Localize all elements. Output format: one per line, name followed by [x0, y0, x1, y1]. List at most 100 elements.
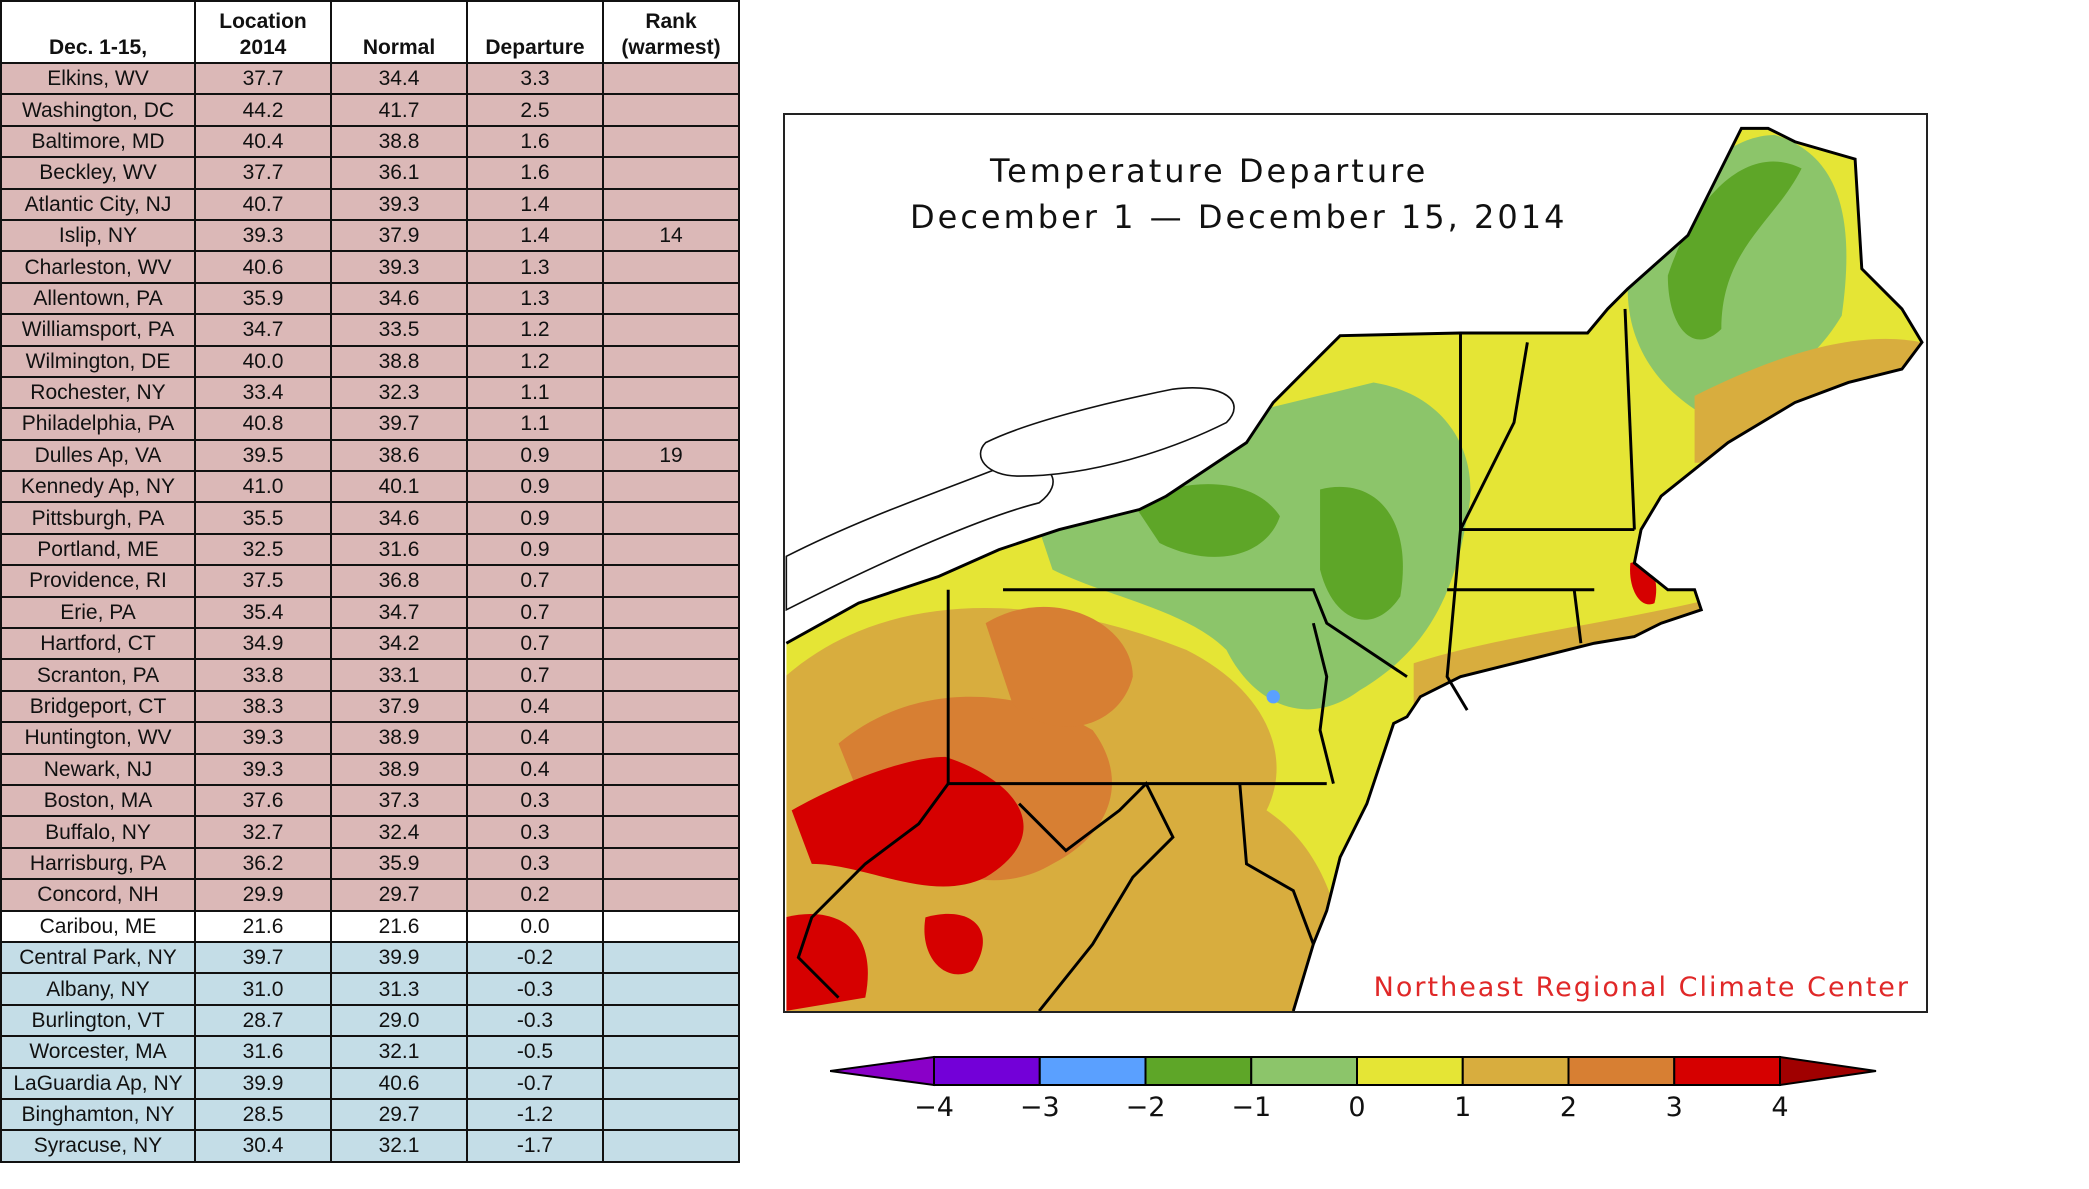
cell-location: Pittsburgh, PA [0, 501, 196, 535]
cell-location: Providence, RI [0, 564, 196, 598]
ny-pa-border [1003, 588, 1408, 678]
cell-departure: 0.9 [466, 438, 604, 473]
table-row: Portland, ME 32.5 31.6 0.9 [0, 532, 740, 567]
legend-bin [1144, 1056, 1253, 1086]
cell-location: Central Park, NY [0, 940, 196, 975]
table-row: Baltimore, MD 40.4 38.8 1.6 [0, 124, 740, 159]
column-header-line: Rank [645, 10, 697, 33]
table-row: Binghamton, NY 28.5 29.7 -1.2 [0, 1097, 740, 1132]
cell-departure: 0.7 [466, 627, 604, 661]
column-header-line: Departure [485, 36, 585, 59]
cell-location: Harrisburg, PA [0, 846, 196, 881]
cell-departure: 1.1 [466, 375, 604, 410]
cell-departure: 1.1 [466, 407, 604, 441]
cell-period: 21.6 [194, 909, 332, 943]
cell-rank [602, 689, 740, 724]
cell-period: 32.7 [194, 815, 332, 849]
cell-location: Buffalo, NY [0, 815, 196, 849]
cell-location: Islip, NY [0, 218, 196, 253]
map-drawing [785, 126, 1924, 1011]
table-row: Huntington, WV 39.3 38.9 0.4 [0, 721, 740, 755]
cell-rank [602, 124, 740, 159]
cell-normal: 38.6 [330, 438, 468, 473]
cell-departure: 0.7 [466, 658, 604, 692]
cell-location: Boston, MA [0, 783, 196, 818]
cell-period: 37.6 [194, 783, 332, 818]
cell-normal: 34.2 [330, 627, 468, 661]
cell-departure: -0.7 [466, 1066, 604, 1100]
cell-period: 36.2 [194, 846, 332, 881]
region-above-3c [924, 913, 983, 975]
cell-location: Wilmington, DE [0, 344, 196, 378]
column-header-line [333, 9, 465, 35]
map-subtitle: December 1 — December 15, 2014 [910, 198, 1568, 236]
cell-normal: 34.6 [330, 501, 468, 535]
cell-period: 39.7 [194, 940, 332, 975]
table-row: Boston, MA 37.6 37.3 0.3 [0, 783, 740, 818]
cell-departure: 1.2 [466, 313, 604, 347]
cell-normal: 38.9 [330, 752, 468, 786]
cell-normal: 37.9 [330, 689, 468, 724]
map-title: Temperature Departure [990, 152, 1429, 190]
lakes [785, 387, 1235, 612]
cell-period: 39.3 [194, 218, 332, 253]
legend-tick-label: 1 [1454, 1092, 1472, 1123]
region-below-3-spot [1266, 690, 1280, 704]
cell-period: 34.7 [194, 313, 332, 347]
cell-normal: 34.4 [330, 61, 468, 96]
temperature-departure-map: Temperature Departure December 1 — Decem… [783, 113, 1928, 1013]
cell-location: Charleston, WV [0, 250, 196, 284]
cell-rank [602, 532, 740, 567]
ny-new-england-border [1445, 332, 1469, 711]
cell-rank [602, 783, 740, 818]
cell-rank: 19 [602, 438, 740, 473]
cell-location: LaGuardia Ap, NY [0, 1066, 196, 1100]
cell-normal: 38.9 [330, 721, 468, 755]
column-header-line: 2014 [239, 36, 287, 59]
legend-tick-label: −3 [1019, 1092, 1060, 1123]
cell-rank [602, 752, 740, 786]
cell-departure: 0.4 [466, 721, 604, 755]
cell-period: 38.3 [194, 689, 332, 724]
cell-location: Huntington, WV [0, 721, 196, 755]
cell-departure: 1.4 [466, 187, 604, 221]
cell-departure: 0.0 [466, 909, 604, 943]
cell-departure: 0.7 [466, 564, 604, 598]
cell-normal: 34.6 [330, 281, 468, 316]
cell-period: 41.0 [194, 470, 332, 504]
cell-departure: 1.3 [466, 250, 604, 284]
cell-location: Worcester, MA [0, 1035, 196, 1069]
cell-location: Hartford, CT [0, 627, 196, 661]
table-row: Providence, RI 37.5 36.8 0.7 [0, 564, 740, 598]
table-row: Central Park, NY 39.7 39.9 -0.2 [0, 940, 740, 975]
table-body: Elkins, WV 37.7 34.4 3.3 Washington, DC 44.2 4… [0, 61, 740, 1163]
cell-departure: -1.7 [466, 1129, 604, 1163]
lake-ontario [979, 387, 1235, 477]
region-below-2-me [1667, 161, 1802, 340]
cell-period: 40.6 [194, 250, 332, 284]
cell-departure: 0.9 [466, 501, 604, 535]
cell-location: Elkins, WV [0, 61, 196, 96]
cell-location: Williamsport, PA [0, 313, 196, 347]
cell-departure: -0.2 [466, 940, 604, 975]
cell-location: Syracuse, NY [0, 1129, 196, 1163]
legend-bin [1673, 1056, 1781, 1086]
legend-bin [1038, 1056, 1147, 1086]
cell-rank [602, 909, 740, 943]
cell-period: 44.2 [194, 93, 332, 127]
cell-location: Concord, NH [0, 878, 196, 912]
cell-location: Burlington, VT [0, 1003, 196, 1038]
table-row: Syracuse, NY 30.4 32.1 -1.7 [0, 1129, 740, 1163]
cell-period: 40.4 [194, 124, 332, 159]
table-row: Washington, DC 44.2 41.7 2.5 [0, 93, 740, 127]
cell-location: Beckley, WV [0, 156, 196, 190]
cell-rank [602, 627, 740, 661]
region-above-3 [791, 756, 1024, 887]
cell-rank [602, 595, 740, 630]
cell-rank [602, 281, 740, 316]
legend-tick-label: 2 [1559, 1092, 1578, 1123]
cell-rank [602, 93, 740, 127]
cell-rank [602, 501, 740, 535]
cell-rank [602, 156, 740, 190]
cell-rank [602, 375, 740, 410]
